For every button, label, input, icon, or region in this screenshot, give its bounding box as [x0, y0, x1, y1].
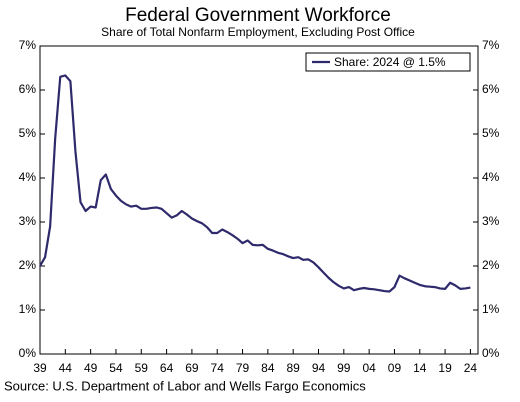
x-tick-label: 59 — [135, 361, 149, 375]
y2-tick-label: 1% — [482, 302, 500, 316]
x-tick-label: 84 — [261, 361, 275, 375]
y2-tick-label: 0% — [482, 346, 500, 360]
y2-tick-label: 3% — [482, 214, 500, 228]
y-tick-label: 7% — [19, 38, 37, 52]
x-tick-label: 54 — [109, 361, 123, 375]
x-tick-label: 44 — [59, 361, 73, 375]
x-tick-label: 94 — [312, 361, 326, 375]
y-tick-label: 0% — [19, 346, 37, 360]
y2-tick-label: 5% — [482, 126, 500, 140]
x-tick-label: 09 — [388, 361, 402, 375]
x-tick-label: 49 — [84, 361, 98, 375]
y2-tick-label: 6% — [482, 82, 500, 96]
source-note: Source: U.S. Department of Labor and Wel… — [4, 378, 366, 393]
x-tick-label: 64 — [160, 361, 174, 375]
chart-title: Federal Government Workforce — [125, 5, 391, 26]
y-tick-label: 2% — [19, 258, 37, 272]
y2-tick-label: 7% — [482, 38, 500, 52]
y-tick-label: 4% — [19, 170, 37, 184]
y-tick-label: 5% — [19, 126, 37, 140]
x-tick-label: 04 — [362, 361, 376, 375]
y-tick-label: 3% — [19, 214, 37, 228]
y-tick-label: 6% — [19, 82, 37, 96]
x-tick-label: 89 — [286, 361, 300, 375]
x-tick-label: 79 — [236, 361, 250, 375]
data-line — [39, 74, 471, 293]
y2-tick-label: 4% — [482, 170, 500, 184]
plot-frame — [39, 45, 479, 355]
chart-subtitle: Share of Total Nonfarm Employment, Exclu… — [101, 25, 415, 39]
x-tick-label: 14 — [413, 361, 427, 375]
x-tick-label: 99 — [337, 361, 351, 375]
x-tick-label: 39 — [33, 361, 47, 375]
legend-label: Share: 2024 @ 1.5% — [334, 55, 446, 69]
x-tick-label: 74 — [211, 361, 225, 375]
x-tick-label: 19 — [438, 361, 452, 375]
x-tick-label: 69 — [185, 361, 199, 375]
legend-box — [305, 52, 471, 72]
y2-tick-label: 2% — [482, 258, 500, 272]
x-tick-label: 24 — [464, 361, 478, 375]
y-tick-label: 1% — [19, 302, 37, 316]
